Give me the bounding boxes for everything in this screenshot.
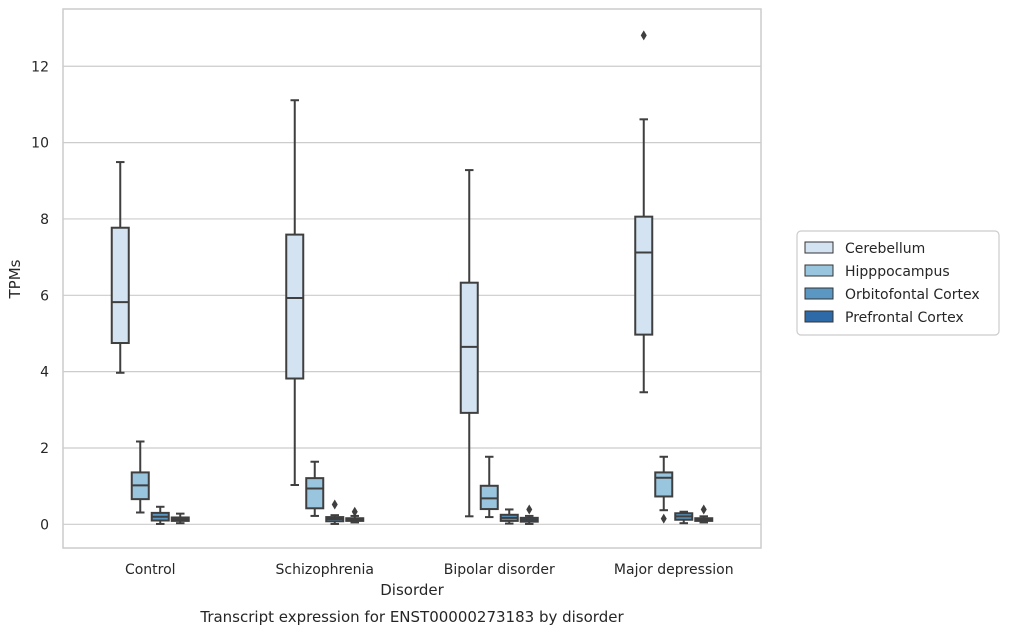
legend-swatch	[804, 241, 834, 254]
legend-label: Cerebellum	[845, 241, 925, 257]
box-iqr	[634, 215, 654, 336]
box-cerebellum-0	[110, 161, 130, 374]
x-tick-labels: Control Schizophrenia Bipolar disorder Majo…	[125, 562, 734, 578]
box-cerebellum-1	[285, 99, 305, 487]
legend-swatch	[804, 310, 834, 323]
outlier-point	[660, 513, 667, 524]
x-tick-label: Major depression	[614, 562, 734, 578]
y-tick-label: 12	[31, 59, 49, 75]
x-tick-label: Schizophrenia	[276, 562, 374, 578]
box-orbitofontal-cortex-1	[325, 499, 345, 525]
box-prefrontal-cortex-3	[694, 504, 714, 524]
box-hipppocampus-3	[654, 455, 674, 524]
box-prefrontal-cortex-2	[519, 504, 539, 525]
legend-swatch	[804, 287, 834, 300]
outlier-point	[700, 504, 707, 515]
y-tick-label: 0	[40, 517, 49, 533]
outlier-point	[526, 504, 533, 515]
y-tick-label: 6	[40, 288, 49, 304]
chart-caption: Transcript expression for ENST0000027318…	[199, 608, 624, 626]
box-iqr	[110, 226, 130, 345]
box-hipppocampus-2	[479, 455, 499, 519]
legend-swatch	[804, 264, 834, 277]
x-tick-label: Bipolar disorder	[444, 562, 555, 578]
box-prefrontal-cortex-1	[345, 506, 365, 524]
box-hipppocampus-0	[130, 440, 150, 514]
box-hipppocampus-1	[305, 460, 325, 517]
y-tick-label: 4	[40, 365, 49, 381]
box-orbitofontal-cortex-3	[674, 510, 694, 525]
box-prefrontal-cortex-0	[170, 512, 190, 525]
y-tick-label: 2	[40, 441, 49, 457]
box-orbitofontal-cortex-0	[150, 505, 170, 525]
y-axis-label: TPMs	[6, 259, 24, 299]
x-tick-label: Control	[125, 562, 176, 578]
box-iqr	[305, 477, 325, 510]
boxes	[110, 30, 714, 525]
legend-label: Orbitofontal Cortex	[845, 287, 980, 303]
legend-label: Prefrontal Cortex	[845, 310, 964, 326]
y-tick-label: 10	[31, 136, 49, 152]
x-axis-label: Disorder	[380, 581, 444, 599]
legend-frame	[796, 230, 1000, 336]
outlier-point	[351, 506, 358, 517]
box-cerebellum-3	[634, 30, 654, 394]
box-iqr	[285, 233, 305, 380]
box-orbitofontal-cortex-2	[499, 508, 519, 525]
legend: Cerebellum Hipppocampus Orbitofontal Corte…	[796, 230, 1000, 336]
y-tick-label: 8	[40, 212, 49, 228]
legend-label: Hipppocampus	[845, 264, 950, 280]
y-tick-labels: 0 2 4 6 8 10 12	[31, 59, 49, 533]
outlier-point	[331, 499, 338, 510]
plot-frame	[62, 8, 762, 549]
box-cerebellum-2	[459, 169, 479, 518]
outlier-point	[640, 30, 647, 41]
box-iqr	[654, 471, 674, 498]
